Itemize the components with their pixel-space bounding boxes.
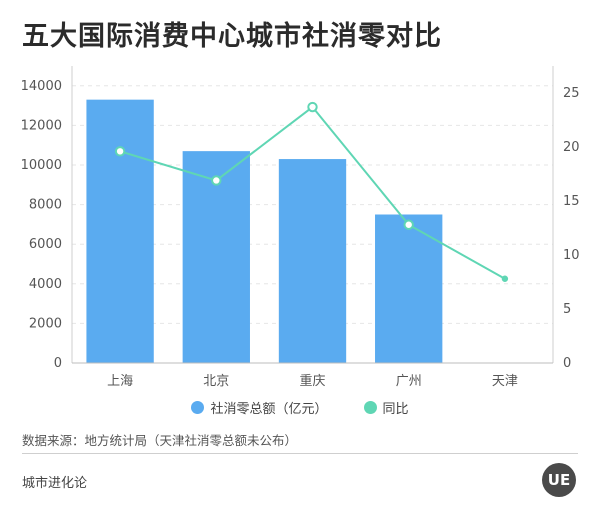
bar — [278, 159, 347, 363]
legend-item-line[interactable]: 同比 — [363, 398, 409, 417]
x-tick-label: 上海 — [107, 374, 133, 389]
logo-text: UE — [547, 471, 571, 489]
legend-bar-label: 社消零总额（亿元） — [210, 402, 328, 417]
y-left-tick-label: 2000 — [29, 316, 62, 331]
page-title: 五大国际消费中心城市社消零对比 — [22, 21, 442, 52]
y-left-tick-label: 6000 — [29, 237, 62, 252]
y-right-tick-label: 25 — [563, 86, 580, 101]
y-right-tick-label: 5 — [563, 302, 571, 317]
y-left-tick-label: 4000 — [29, 277, 62, 292]
y-left-tick-label: 10000 — [21, 158, 62, 173]
y-right-tick-label: 0 — [563, 356, 571, 371]
y-left-tick-label: 8000 — [29, 198, 62, 213]
y-right-tick-label: 15 — [563, 194, 580, 209]
bar — [86, 99, 154, 363]
x-tick-label: 广州 — [396, 374, 422, 389]
y-left-tick-label: 14000 — [21, 79, 62, 94]
source-note: 数据来源：地方统计局（天津社消零总额未公布） — [22, 433, 298, 448]
line-point — [114, 146, 126, 157]
divider — [22, 453, 578, 454]
line-point — [307, 101, 318, 113]
chart: 0 2000 4000 6000 8000 10000 12000 14000 0 5 10 15 20… — [21, 66, 580, 389]
y-left-tick-label: 12000 — [21, 118, 62, 133]
legend-line-label: 同比 — [382, 402, 409, 417]
legend-item-bar[interactable]: 社消零总额（亿元） — [191, 398, 328, 417]
legend-line-swatch — [363, 401, 377, 414]
line-point — [211, 175, 222, 186]
legend: 社消零总额（亿元） 同比 — [0, 398, 600, 417]
brand-name: 城市进化论 — [22, 476, 88, 491]
bar — [375, 214, 443, 363]
x-tick-label: 天津 — [492, 374, 518, 389]
line-point — [501, 275, 509, 282]
y-right-tick-label: 20 — [563, 140, 580, 155]
legend-bar-swatch — [191, 401, 205, 414]
brand-logo: UE — [542, 463, 576, 497]
y-left-tick-label: 0 — [54, 356, 62, 371]
line-point — [403, 219, 414, 230]
bar — [182, 151, 250, 363]
x-tick-label: 重庆 — [299, 373, 325, 389]
y-right-tick-label: 10 — [563, 248, 580, 263]
x-tick-label: 北京 — [203, 374, 229, 389]
